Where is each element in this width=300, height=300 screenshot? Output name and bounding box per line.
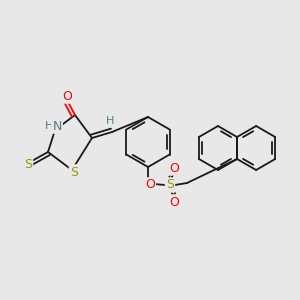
Text: O: O [169,161,179,175]
Text: S: S [166,178,174,191]
Text: O: O [169,196,179,208]
Text: S: S [70,166,78,178]
Text: S: S [24,158,32,170]
Text: N: N [52,119,62,133]
Text: O: O [62,89,72,103]
Text: H: H [45,121,53,131]
Text: H: H [106,116,114,126]
Text: O: O [145,178,155,191]
